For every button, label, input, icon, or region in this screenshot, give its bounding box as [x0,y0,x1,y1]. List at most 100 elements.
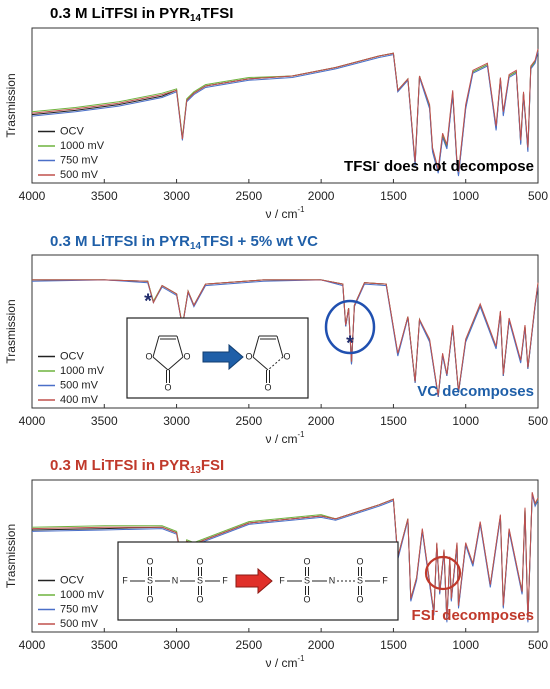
highlight-circle [424,555,462,591]
bond [167,356,184,371]
legend-label: OCV [60,350,85,362]
bond [267,356,284,371]
panel-title: 0.3 M LiTFSI in PYR14TFSI + 5% wt VC [50,233,318,252]
x-tick-label: 3000 [163,189,190,203]
spectrum-line [31,50,539,174]
bond [276,335,284,358]
bond [176,335,184,358]
x-tick-label: 1500 [380,189,407,203]
x-tick-label: 2500 [236,638,263,652]
atom-label: O [356,594,363,604]
atom-label: O [164,382,171,392]
annotation: FSI- decomposes [412,606,534,624]
x-tick-label: 2500 [236,414,263,428]
x-tick-label: 2000 [308,414,335,428]
panel-title-part: 0.3 M LiTFSI in PYR [50,457,190,474]
x-tick-label: 3000 [163,638,190,652]
atom-label: O [303,594,310,604]
x-tick-label: 2000 [308,189,335,203]
panel-title-part: 0.3 M LiTFSI in PYR [50,5,190,22]
atom-label: O [245,351,252,361]
x-tick-label: 4000 [19,414,46,428]
spectrum-line [32,279,539,396]
x-axis-label-part: -1 [298,205,305,214]
plot-frame [31,27,539,184]
y-axis-label: Trasmission [4,299,18,363]
atom-label: F [279,575,285,585]
atom-label: S [147,575,153,585]
y-axis-label: Trasmission [4,524,18,588]
x-axis-label: ν / cm-1 [266,430,305,446]
atom-label: O [356,556,363,566]
legend-label: 750 mV [60,154,99,166]
x-tick-label: 3000 [163,414,190,428]
x-tick-label: 3500 [91,189,118,203]
panel-title: 0.3 M LiTFSI in PYR14TFSI [50,5,233,24]
highlight-circle [324,299,376,355]
atom-label: S [357,575,363,585]
panel-title-part: 14 [190,13,201,24]
asterisk: * [346,332,354,354]
x-tick-label: 3500 [91,638,118,652]
panel-title-part: FSI [201,457,224,474]
atom-label: O [146,556,153,566]
asterisk: * [144,290,152,312]
legend-label: 400 mV [60,394,99,406]
panel-title: 0.3 M LiTFSI in PYR13FSI [50,457,224,476]
atom-label: O [146,594,153,604]
spectrum-line [31,48,539,172]
atom-label: N [172,575,179,585]
x-tick-label: 1500 [380,414,407,428]
atom-label: O [196,594,203,604]
x-tick-label: 1000 [452,414,479,428]
x-tick-label: 500 [528,638,548,652]
spectrum-line [31,50,539,175]
panel-title-part: 14 [190,241,201,252]
panel-title-part: TFSI [201,5,234,22]
annotation-part: does not decompose [380,158,534,175]
atom-label: O [196,556,203,566]
atom-label: O [183,351,190,361]
annotation-part: - [377,157,380,168]
y-axis-label: Trasmission [4,73,18,137]
annotation: VC decomposes [417,383,534,400]
legend-label: OCV [60,125,85,137]
atom-label: O [145,351,152,361]
legend-label: 500 mV [60,379,99,391]
annotation-part: FSI [412,607,435,624]
x-tick-label: 500 [528,189,548,203]
annotation-part: VC decomposes [417,383,534,400]
atom-label: O [303,556,310,566]
x-tick-label: 3500 [91,414,118,428]
legend-label: 750 mV [60,603,99,615]
x-tick-label: 2000 [308,638,335,652]
spectrum-line [31,492,539,620]
bond [252,356,269,371]
panel-title-part: 0.3 M LiTFSI in PYR [50,233,190,250]
legend-label: 1000 mV [60,589,105,601]
atom-label: S [304,575,310,585]
spectrum-line [31,51,539,177]
x-axis-label-part: ν / cm [266,432,298,446]
atom-label: F [382,575,388,585]
x-axis-label-part: -1 [298,430,305,439]
atom-label: S [197,575,203,585]
panel-title-part: TFSI + 5% wt VC [201,233,318,250]
bond [152,335,160,358]
bond [252,335,260,358]
legend-label: 500 mV [60,618,99,630]
x-tick-label: 500 [528,414,548,428]
atom-label: O [264,382,271,392]
x-tick-label: 4000 [19,638,46,652]
x-tick-label: 1000 [452,638,479,652]
x-axis-label: ν / cm-1 [266,205,305,221]
x-axis-label-part: ν / cm [266,207,298,221]
atom-label: O [283,351,290,361]
panel-title-part: 13 [190,465,201,476]
x-axis-label-part: -1 [298,654,305,663]
x-tick-label: 4000 [19,189,46,203]
arrow [235,567,273,595]
annotation-part: - [435,606,438,617]
atom-label: N [329,575,336,585]
